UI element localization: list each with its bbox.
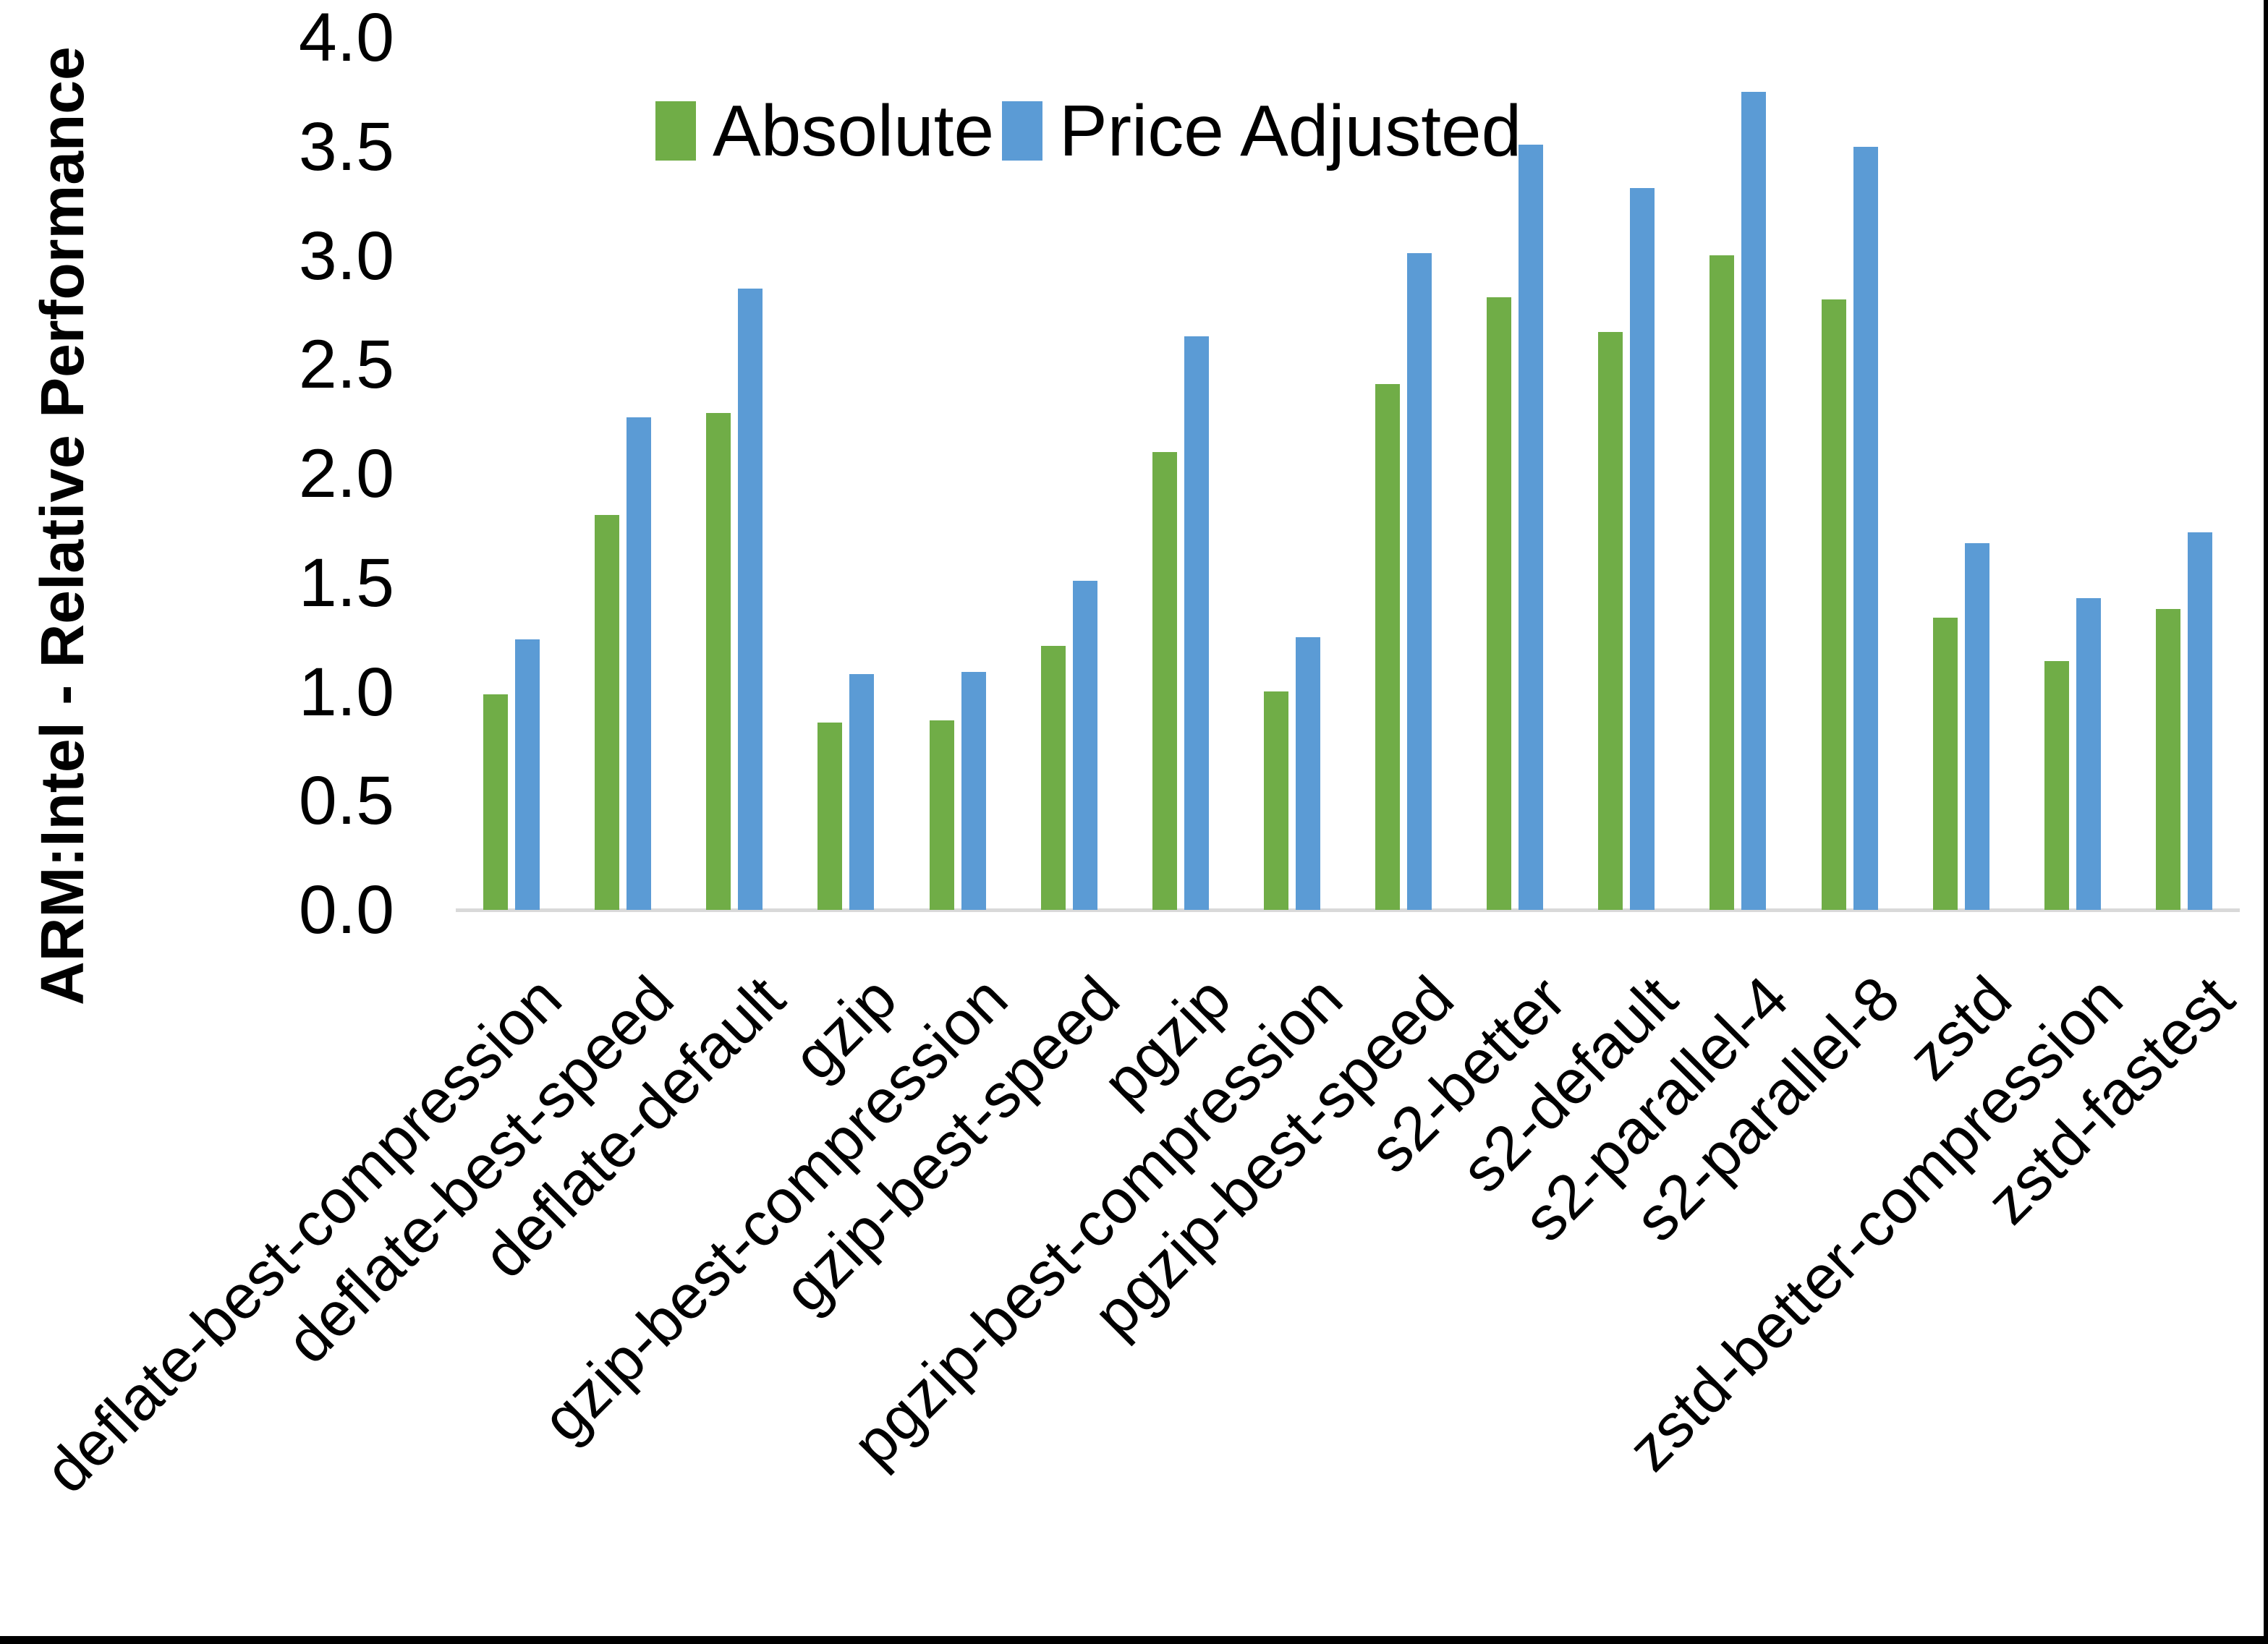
bar-absolute-zstd-fastest <box>2156 609 2180 910</box>
bar-absolute-s2-parallel-8 <box>1822 299 1846 910</box>
bar-price-adjusted-pgzip-best-speed <box>1407 253 1432 910</box>
legend-swatch-absolute <box>655 101 696 161</box>
bar-absolute-gzip-best-compression <box>930 720 954 910</box>
bar-price-adjusted-deflate-default <box>738 289 763 910</box>
y-tick-label: 0.5 <box>298 762 394 840</box>
legend-label-absolute: Absolute <box>713 90 995 171</box>
y-tick-label: 3.0 <box>298 217 394 294</box>
bar-absolute-deflate-best-compression <box>483 694 508 910</box>
y-tick-label: 0.0 <box>298 872 394 948</box>
y-tick-label: 4.0 <box>298 0 394 76</box>
bar-absolute-pgzip-best-compression <box>1264 691 1288 910</box>
legend-label-price-adjusted: Price Adjusted <box>1059 90 1522 171</box>
bar-absolute-s2-parallel-4 <box>1710 255 1734 910</box>
y-tick-label: 3.5 <box>298 108 394 185</box>
bar-price-adjusted-gzip-best-speed <box>1073 581 1097 910</box>
screenshot-right-edge <box>2264 0 2268 1644</box>
y-tick-label: 1.5 <box>298 544 394 621</box>
y-tick-label: 2.5 <box>298 326 394 404</box>
y-tick-label: 2.0 <box>298 435 394 512</box>
legend: Absolute Price Adjusted <box>0 93 2268 187</box>
bar-price-adjusted-zstd-fastest <box>2188 532 2212 910</box>
bar-absolute-deflate-best-speed <box>595 515 619 910</box>
screenshot-bottom-edge <box>0 1636 2268 1644</box>
bar-price-adjusted-gzip-best-compression <box>961 672 986 910</box>
bar-price-adjusted-s2-better <box>1519 145 1543 910</box>
bar-absolute-gzip <box>817 723 842 910</box>
bar-price-adjusted-s2-default <box>1630 188 1655 910</box>
bar-price-adjusted-zstd-better-compression <box>2076 598 2101 910</box>
bar-price-adjusted-s2-parallel-4 <box>1741 92 1766 910</box>
y-axis-title: ARM:Intel - Relative Performance <box>28 46 96 1005</box>
bar-price-adjusted-zstd <box>1965 543 1989 910</box>
bar-absolute-deflate-default <box>706 413 731 910</box>
bar-price-adjusted-pgzip-best-compression <box>1296 637 1320 910</box>
bar-absolute-pgzip-best-speed <box>1375 384 1400 910</box>
bar-absolute-zstd-better-compression <box>2044 661 2069 910</box>
bar-absolute-gzip-best-speed <box>1041 646 1066 910</box>
bar-absolute-s2-default <box>1598 332 1623 910</box>
bar-absolute-zstd <box>1933 618 1958 910</box>
y-tick-label: 1.0 <box>298 653 394 731</box>
legend-swatch-price-adjusted <box>1002 101 1042 161</box>
x-axis-line <box>456 908 2240 912</box>
bar-price-adjusted-pgzip <box>1184 336 1209 910</box>
bar-price-adjusted-gzip <box>849 674 874 910</box>
bar-price-adjusted-deflate-best-compression <box>515 639 540 910</box>
bar-price-adjusted-s2-parallel-8 <box>1853 147 1878 910</box>
bar-absolute-s2-better <box>1487 297 1511 910</box>
bar-absolute-pgzip <box>1152 452 1177 910</box>
bar-price-adjusted-deflate-best-speed <box>627 417 651 910</box>
